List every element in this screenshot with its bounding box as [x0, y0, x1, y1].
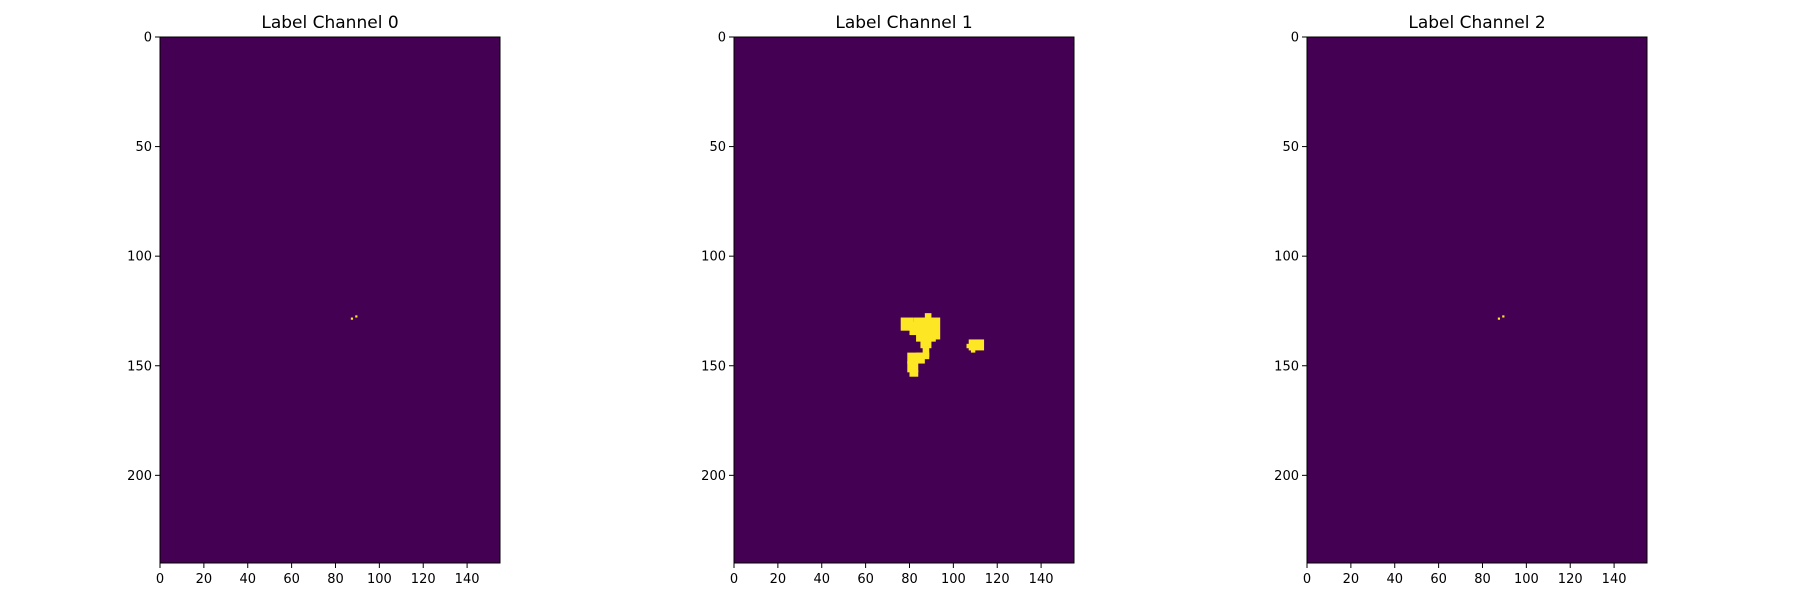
y-tick-label: 0 [718, 31, 726, 46]
label-region [916, 330, 936, 342]
axes-frame [159, 36, 501, 564]
x-tick-label: 120 [985, 572, 1010, 587]
label-region [907, 361, 919, 373]
heatmap-background [160, 37, 500, 563]
x-axis: 0 20 40 60 80 100 120 140 [156, 563, 480, 587]
y-tick-label: 100 [1274, 250, 1299, 265]
x-tick-label: 100 [1514, 572, 1539, 587]
label-region [920, 339, 932, 349]
x-tick-label: 0 [730, 572, 738, 587]
label-pixel [350, 317, 354, 320]
y-tick-label: 150 [701, 359, 726, 374]
label-region [970, 348, 976, 353]
heatmap-marks [350, 315, 358, 320]
y-axis: 0 50 100 150 200 [1274, 31, 1307, 484]
x-tick-label: 120 [1558, 572, 1583, 587]
x-tick-label: 140 [1029, 572, 1054, 587]
y-tick-label: 100 [701, 250, 726, 265]
x-tick-label: 140 [455, 572, 480, 587]
x-axis: 0 20 40 60 80 100 120 140 [730, 563, 1054, 587]
x-tick-label: 80 [901, 572, 918, 587]
x-tick-label: 0 [1303, 572, 1311, 587]
label-region [913, 317, 932, 327]
label-pixel [1502, 315, 1505, 318]
y-tick-label: 150 [127, 359, 152, 374]
x-tick-label: 0 [156, 572, 164, 587]
y-tick-label: 50 [709, 140, 726, 155]
label-pixel [355, 315, 358, 318]
x-tick-label: 60 [857, 572, 874, 587]
label-region [924, 313, 932, 320]
x-tick-label: 20 [1343, 572, 1360, 587]
x-tick-label: 80 [1474, 572, 1491, 587]
y-tick-label: 100 [127, 250, 152, 265]
y-tick-label: 150 [1274, 359, 1299, 374]
y-tick-label: 200 [1274, 469, 1299, 484]
y-tick-label: 50 [1282, 140, 1299, 155]
x-tick-label: 120 [411, 572, 436, 587]
x-tick-label: 40 [813, 572, 830, 587]
y-tick-label: 200 [701, 469, 726, 484]
x-tick-label: 140 [1602, 572, 1627, 587]
chart-title: Label Channel 1 [835, 13, 972, 33]
label-pixel [1497, 317, 1501, 320]
heatmap-marks [1497, 315, 1505, 320]
label-region [909, 370, 919, 377]
x-tick-label: 40 [1386, 572, 1403, 587]
x-tick-label: 60 [1430, 572, 1447, 587]
x-tick-label: 80 [327, 572, 344, 587]
y-tick-label: 0 [1291, 31, 1299, 46]
heatmap-marks [900, 313, 985, 377]
heatmap-background [734, 37, 1074, 563]
x-tick-label: 60 [283, 572, 300, 587]
axes-frame [733, 36, 1075, 564]
x-tick-label: 100 [367, 572, 392, 587]
x-tick-label: 20 [770, 572, 787, 587]
axes-frame [1306, 36, 1648, 564]
heatmap-background [1307, 37, 1647, 563]
label-region [966, 343, 971, 349]
panel-label-channel-2: Label Channel 2 0 20 40 60 80 100 120 140 0 50 10… [1274, 13, 1648, 587]
chart-title: Label Channel 0 [261, 13, 398, 33]
y-tick-label: 50 [135, 140, 152, 155]
panel-label-channel-1: Label Channel 1 0 20 40 60 80 100 120 140 0 50 10… [701, 13, 1075, 587]
y-tick-label: 200 [127, 469, 152, 484]
panel-label-channel-0: Label Channel 0 0 20 40 60 80 100 120 140 0 50 10… [127, 13, 501, 587]
label-region [968, 339, 985, 351]
label-region [922, 346, 930, 357]
y-tick-label: 0 [144, 31, 152, 46]
label-region [929, 317, 941, 340]
label-region [916, 352, 930, 360]
x-tick-label: 100 [941, 572, 966, 587]
chart-title: Label Channel 2 [1408, 13, 1545, 33]
x-tick-label: 40 [239, 572, 256, 587]
y-axis: 0 50 100 150 200 [701, 31, 734, 484]
x-axis: 0 20 40 60 80 100 120 140 [1303, 563, 1627, 587]
x-tick-label: 20 [196, 572, 213, 587]
y-axis: 0 50 100 150 200 [127, 31, 160, 484]
